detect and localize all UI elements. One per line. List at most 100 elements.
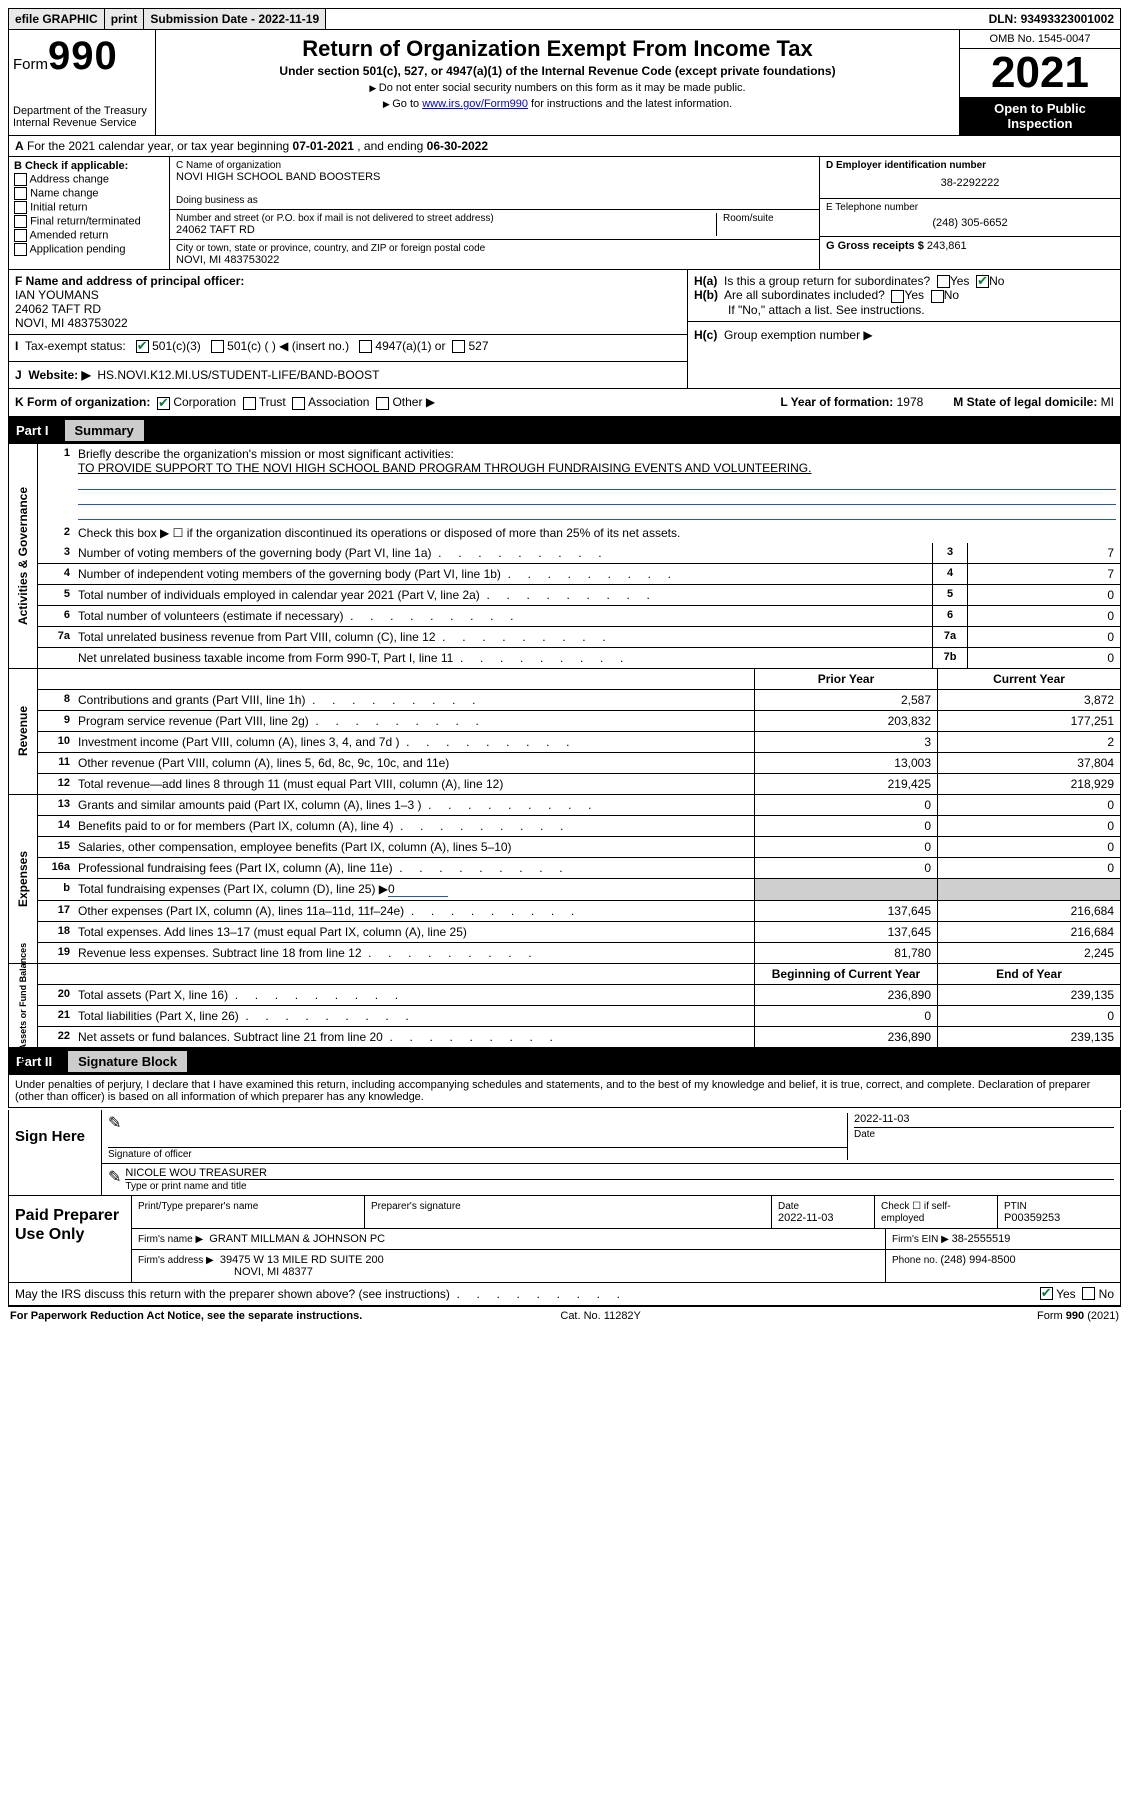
hb-no[interactable] <box>931 290 944 303</box>
chk-address[interactable]: Address change <box>14 173 164 186</box>
o-4947: 4947(a)(1) or <box>375 339 445 353</box>
chk-501c[interactable] <box>211 340 224 353</box>
ha-no[interactable] <box>976 275 989 288</box>
h-c: H(c) Group exemption number ▶ <box>688 321 1120 348</box>
l19-text: Revenue less expenses. Subtract line 18 … <box>74 943 754 963</box>
firm-name-label: Firm's name ▶ <box>138 1234 203 1245</box>
pt-sig-label: Preparer's signature <box>371 1201 461 1212</box>
chk-527[interactable] <box>452 340 465 353</box>
firm-phone: (248) 994-8500 <box>940 1254 1015 1266</box>
chk-final-lbl: Final return/terminated <box>30 215 141 227</box>
l22-num: 22 <box>38 1027 74 1047</box>
chk-trust[interactable] <box>243 397 256 410</box>
chk-4947[interactable] <box>359 340 372 353</box>
dept-treasury: Department of the Treasury Internal Reve… <box>13 105 151 129</box>
chk-amended[interactable]: Amended return <box>14 229 164 242</box>
l7b-val: 0 <box>967 648 1120 668</box>
chk-other[interactable] <box>376 397 389 410</box>
ein-label: D Employer identification number <box>826 160 1114 171</box>
k-corp: Corporation <box>173 395 236 409</box>
l21-cy: 0 <box>937 1006 1120 1026</box>
l7b-text: Net unrelated business taxable income fr… <box>74 648 932 668</box>
hb-yes[interactable] <box>891 290 904 303</box>
chk-501c3[interactable] <box>136 340 149 353</box>
firm-name: GRANT MILLMAN & JOHNSON PC <box>209 1233 385 1245</box>
l11-num: 11 <box>38 753 74 773</box>
chk-final[interactable]: Final return/terminated <box>14 215 164 228</box>
l22-text: Net assets or fund balances. Subtract li… <box>74 1027 754 1047</box>
summary-table: Activities & Governance 1 Briefly descri… <box>8 444 1121 1048</box>
l14-text: Benefits paid to or for members (Part IX… <box>74 816 754 836</box>
omb-number: OMB No. 1545-0047 <box>960 30 1120 49</box>
l7b-box: 7b <box>932 648 967 668</box>
na-hdr-num <box>38 964 74 984</box>
sig-date: 2022-11-03 <box>854 1113 909 1125</box>
k-right: L Year of formation: 1978 M State of leg… <box>780 395 1114 409</box>
note-ssn: Do not enter social security numbers on … <box>164 82 951 94</box>
note-link: Go to www.irs.gov/Form990 for instructio… <box>164 98 951 110</box>
l16a-text: Professional fundraising fees (Part IX, … <box>74 858 754 878</box>
part2-title: Signature Block <box>68 1051 187 1072</box>
form-header: Form990 Department of the Treasury Inter… <box>8 30 1121 136</box>
note2-post: for instructions and the latest informat… <box>528 98 732 110</box>
side-revenue: Revenue <box>9 669 38 794</box>
sig-officer-line: ✎ Signature of officer 2022-11-03 Date <box>102 1110 1120 1164</box>
chk-assoc[interactable] <box>292 397 305 410</box>
discuss-yes[interactable] <box>1040 1287 1053 1300</box>
street-value: 24062 TAFT RD <box>176 224 716 236</box>
part1-header: Part I Summary <box>8 417 1121 444</box>
officer-printed-name: NICOLE WOU TREASURER <box>125 1167 267 1179</box>
irs-link[interactable]: www.irs.gov/Form990 <box>422 98 528 110</box>
ptin-label: PTIN <box>1004 1201 1027 1212</box>
l19-num: 19 <box>38 943 74 963</box>
discuss-yes-lbl: Yes <box>1056 1287 1076 1301</box>
rowa-begin: 07-01-2021 <box>293 139 354 153</box>
mission-text: TO PROVIDE SUPPORT TO THE NOVI HIGH SCHO… <box>78 461 811 475</box>
l13-py: 0 <box>754 795 937 815</box>
l16b-label: Total fundraising expenses (Part IX, col… <box>78 882 388 896</box>
l7a-val: 0 <box>967 627 1120 647</box>
ha-no-lbl: No <box>989 274 1004 288</box>
chk-corp[interactable] <box>157 397 170 410</box>
l8-cy: 3,872 <box>937 690 1120 710</box>
form-title: Return of Organization Exempt From Incom… <box>164 36 951 62</box>
officer-city: NOVI, MI 483753022 <box>15 316 128 330</box>
l7a-num: 7a <box>38 627 74 647</box>
rev-hdr-text <box>74 669 754 689</box>
m-value: MI <box>1101 395 1114 409</box>
l2-num: 2 <box>38 523 74 543</box>
l5-num: 5 <box>38 585 74 605</box>
sig-officer-label: Signature of officer <box>108 1149 192 1160</box>
paid-preparer-block: Paid Preparer Use Only Print/Type prepar… <box>8 1196 1121 1283</box>
ha-yes[interactable] <box>937 275 950 288</box>
l22-cy: 239,135 <box>937 1027 1120 1047</box>
officer-name: IAN YOUMANS <box>15 288 99 302</box>
sig-intro: Under penalties of perjury, I declare th… <box>8 1075 1121 1108</box>
chk-initial[interactable]: Initial return <box>14 201 164 214</box>
c-name-cell: C Name of organization NOVI HIGH SCHOOL … <box>170 157 819 210</box>
l16b-num: b <box>38 879 74 900</box>
hb-yes-lbl: Yes <box>904 288 924 302</box>
chk-name[interactable]: Name change <box>14 187 164 200</box>
subdate-value: 2022-11-19 <box>258 12 319 26</box>
caret-icon-2: ✎ <box>108 1167 121 1192</box>
l21-py: 0 <box>754 1006 937 1026</box>
firm-phone-label: Phone no. <box>892 1255 940 1266</box>
side-expenses: Expenses <box>9 795 38 963</box>
l1-num: 1 <box>38 444 74 523</box>
l22-py: 236,890 <box>754 1027 937 1047</box>
discuss-no[interactable] <box>1082 1287 1095 1300</box>
l18-cy: 216,684 <box>937 922 1120 942</box>
l18-text: Total expenses. Add lines 13–17 (must eq… <box>74 922 754 942</box>
firm-ein-label: Firm's EIN ▶ <box>892 1234 952 1245</box>
row-fhijk: F Name and address of principal officer:… <box>8 270 1121 389</box>
f-officer: F Name and address of principal officer:… <box>15 274 681 330</box>
chk-pending[interactable]: Application pending <box>14 243 164 256</box>
website-label: Website: ▶ <box>28 368 90 382</box>
print-button[interactable]: print <box>105 9 145 29</box>
l-year: L Year of formation: 1978 <box>780 395 923 409</box>
l11-text: Other revenue (Part VIII, column (A), li… <box>74 753 754 773</box>
dba-label: Doing business as <box>176 195 813 206</box>
firm-addr-label: Firm's address ▶ <box>138 1255 214 1266</box>
tax-year: 2021 <box>960 49 1120 97</box>
